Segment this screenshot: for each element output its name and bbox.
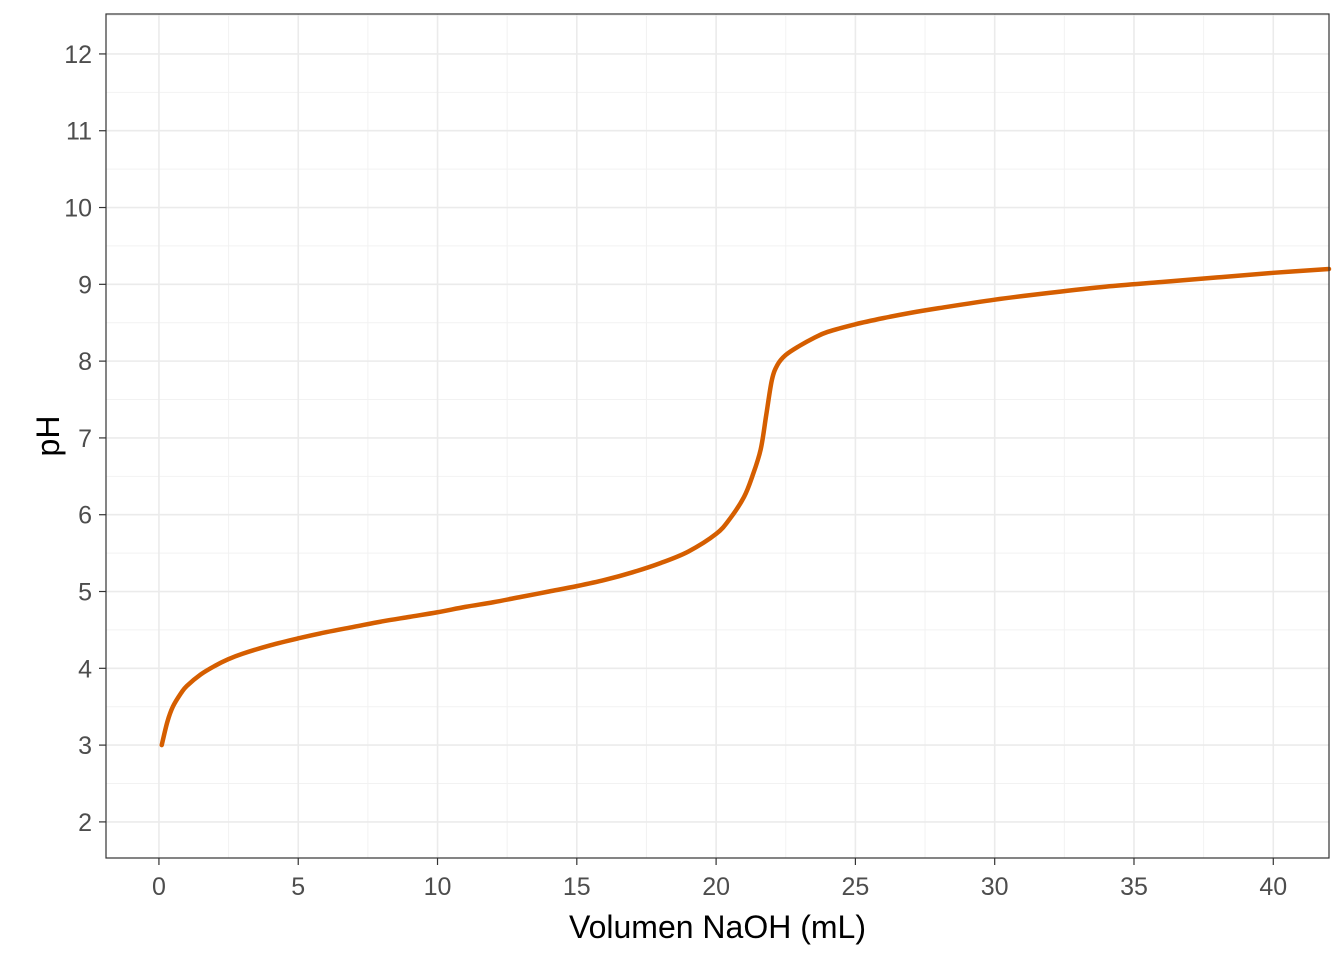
y-tick-label: 10 (64, 195, 92, 223)
x-tick-label: 10 (424, 873, 452, 901)
y-tick-label: 4 (78, 655, 92, 683)
x-tick-label: 35 (1120, 873, 1148, 901)
x-tick-label: 15 (563, 873, 591, 901)
y-tick-label: 5 (78, 579, 92, 607)
grid-minor (106, 14, 1329, 858)
y-tick-label: 9 (78, 271, 92, 299)
y-axis: 2 3 4 5 6 7 8 9 10 11 12 (64, 41, 106, 837)
x-tick-label: 30 (981, 873, 1009, 901)
y-tick-label: 6 (78, 502, 92, 530)
y-tick-label: 3 (78, 732, 92, 760)
y-tick-label: 8 (78, 348, 92, 376)
y-tick-label: 11 (66, 118, 92, 146)
series-layer (159, 266, 1332, 748)
x-tick-label: 20 (702, 873, 730, 901)
x-tick-label: 25 (841, 873, 869, 901)
y-tick-label: 7 (78, 425, 92, 453)
y-tick-label: 12 (64, 41, 92, 69)
x-axis-title: Volumen NaOH (mL) (569, 909, 866, 945)
y-tick-label: 2 (78, 809, 92, 837)
panel-border (105, 13, 1330, 859)
x-tick-label: 40 (1259, 873, 1287, 901)
x-tick-label: 0 (152, 873, 166, 901)
y-axis-title: pH (30, 416, 66, 457)
titration-curve-line (159, 266, 1332, 748)
x-tick-label: 5 (291, 873, 305, 901)
x-axis: 0 5 10 15 20 25 30 35 40 (152, 858, 1287, 901)
grid-major (106, 14, 1329, 858)
